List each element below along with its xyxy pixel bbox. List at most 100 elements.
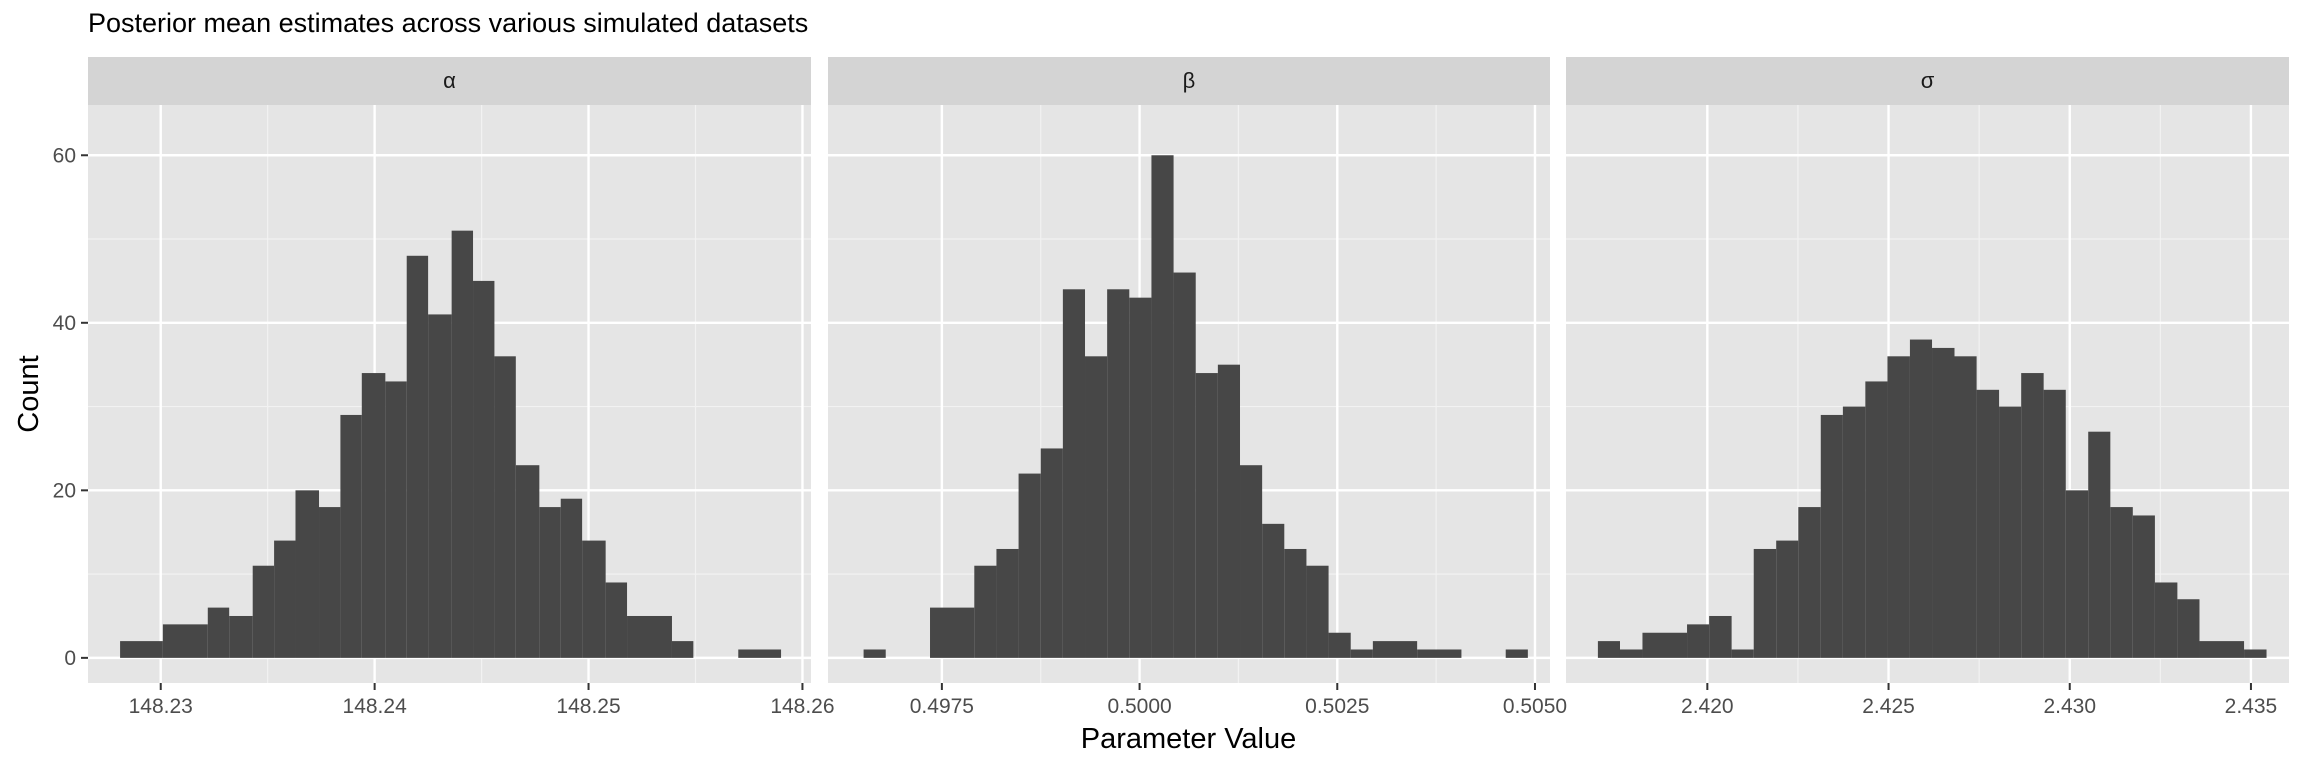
- x-tick-label: 148.24: [343, 695, 408, 718]
- histogram-bar: [319, 507, 341, 658]
- facet-strip: [1566, 57, 2289, 105]
- histogram-bar: [1753, 548, 1777, 658]
- histogram-bar: [1798, 507, 1821, 658]
- histogram-bar: [1954, 356, 1977, 658]
- x-tick-label: 148.26: [770, 695, 834, 718]
- histogram-bar: [2154, 582, 2178, 658]
- histogram-bar: [2177, 599, 2200, 658]
- histogram-bar: [1597, 641, 1620, 658]
- facet-strip: [88, 57, 811, 105]
- histogram-bar: [1284, 548, 1307, 658]
- histogram-bar: [120, 641, 163, 658]
- histogram-bar: [2244, 649, 2267, 658]
- facet-strip: [828, 57, 1550, 105]
- histogram-bar: [627, 615, 672, 658]
- x-tick-label: 0.5025: [1305, 695, 1369, 718]
- facet-strip-label: α: [443, 68, 456, 93]
- histogram-bar: [1887, 356, 1910, 658]
- y-tick-label: 40: [53, 312, 76, 335]
- histogram-bar: [1932, 347, 1955, 658]
- histogram-bar: [1328, 632, 1351, 658]
- histogram-bar: [1731, 649, 1754, 658]
- histogram-bar: [162, 624, 208, 658]
- histogram-bar: [406, 255, 429, 658]
- histogram-bar: [229, 615, 253, 658]
- x-tick-label: 148.23: [129, 695, 193, 718]
- histogram-bar: [560, 498, 583, 658]
- y-tick-label: 60: [53, 144, 76, 167]
- histogram-bar: [252, 565, 275, 658]
- x-tick-label: 0.5050: [1503, 695, 1567, 718]
- histogram-bar: [671, 641, 694, 658]
- histogram-bar: [274, 540, 296, 658]
- histogram-bar: [2088, 431, 2111, 658]
- histogram-bar: [1842, 406, 1866, 658]
- histogram-bar: [494, 356, 516, 658]
- histogram-bar: [1262, 523, 1285, 658]
- histogram-bar: [1642, 632, 1688, 658]
- histogram-bar: [863, 649, 886, 658]
- histogram-bar: [2065, 490, 2089, 658]
- histogram-bar: [295, 490, 320, 658]
- histogram-bar: [1909, 339, 1933, 658]
- histogram-bar: [385, 381, 407, 658]
- histogram-bar: [1619, 649, 1643, 658]
- y-axis-title: Count: [13, 355, 45, 432]
- histogram-bar: [930, 607, 975, 658]
- x-tick-label: 2.425: [1862, 695, 1915, 718]
- histogram-bar: [2110, 507, 2133, 658]
- histogram-bar: [1999, 406, 2022, 658]
- histogram-bar: [582, 540, 606, 658]
- histogram-bar: [1505, 649, 1528, 658]
- histogram-bar: [2199, 641, 2245, 658]
- y-tick-label: 20: [53, 479, 76, 502]
- histogram-bar: [1085, 356, 1108, 658]
- histogram-bar: [738, 649, 782, 658]
- x-tick-label: 0.4975: [910, 695, 974, 718]
- x-tick-label: 2.435: [2225, 695, 2278, 718]
- histogram-bar: [451, 230, 474, 658]
- histogram-bar: [207, 607, 230, 658]
- histogram-bar: [1976, 389, 2000, 658]
- x-tick-label: 2.430: [2043, 695, 2096, 718]
- x-tick-label: 0.5000: [1107, 695, 1171, 718]
- histogram-bar: [1018, 473, 1041, 658]
- histogram-bar: [1040, 448, 1063, 658]
- x-axis-title: Parameter Value: [1081, 723, 1296, 755]
- histogram-bar: [1687, 624, 1710, 658]
- chart-title: Posterior mean estimates across various …: [88, 8, 809, 38]
- histogram-bar: [1820, 414, 1843, 658]
- histogram-bar: [974, 565, 997, 658]
- histogram-bar: [1372, 641, 1418, 658]
- histogram-bar: [1107, 289, 1130, 658]
- histogram-bar: [428, 314, 452, 658]
- y-tick-label: 0: [64, 647, 76, 670]
- histogram-bar: [1217, 364, 1241, 658]
- histogram-bar: [1195, 373, 1218, 658]
- histogram-bar: [1776, 540, 1799, 658]
- histogram-bar: [1129, 297, 1152, 658]
- histogram-bar: [515, 465, 540, 658]
- histogram-bar: [1240, 465, 1263, 658]
- histogram-bar: [1062, 289, 1086, 658]
- histogram-bar: [473, 280, 495, 658]
- histogram-bar: [2043, 389, 2066, 658]
- histogram-bar: [2021, 373, 2044, 658]
- histogram-bar: [361, 373, 386, 658]
- histogram-bar: [1173, 272, 1196, 658]
- histogram-bar: [1865, 381, 1888, 658]
- histogram-bar: [1151, 155, 1174, 658]
- histogram-bar: [1709, 615, 1732, 658]
- x-tick-label: 2.420: [1681, 695, 1734, 718]
- facet-strip-label: β: [1183, 68, 1196, 93]
- histogram-bar: [539, 507, 561, 658]
- histogram-bar: [340, 414, 362, 658]
- facet-strip-label: σ: [1921, 68, 1935, 93]
- histogram-bar: [1417, 649, 1462, 658]
- x-tick-label: 148.25: [556, 695, 620, 718]
- histogram-bar: [1350, 649, 1373, 658]
- histogram-bar: [1306, 565, 1329, 658]
- histogram-bar: [996, 548, 1019, 658]
- histogram-bar: [2132, 515, 2155, 658]
